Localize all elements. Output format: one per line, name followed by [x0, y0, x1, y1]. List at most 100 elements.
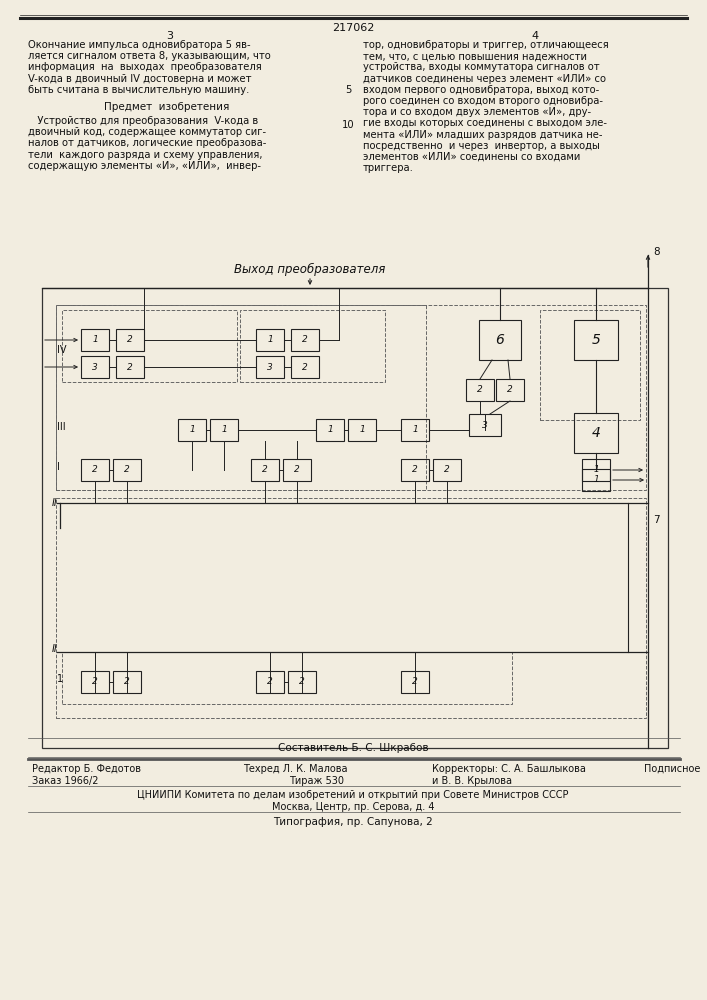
- Text: Окончание импульса одновибратора 5 яв-: Окончание импульса одновибратора 5 яв-: [28, 40, 250, 50]
- Text: 2: 2: [294, 466, 300, 475]
- Text: информация  на  выходах  преобразователя: информация на выходах преобразователя: [28, 62, 262, 72]
- Text: 1: 1: [189, 426, 195, 434]
- Bar: [574, 413, 618, 453]
- Text: 3: 3: [92, 362, 98, 371]
- Text: 2: 2: [412, 678, 418, 686]
- Bar: [62, 310, 237, 382]
- Text: II: II: [52, 644, 58, 654]
- Text: 5: 5: [345, 85, 351, 95]
- Text: 2: 2: [302, 336, 308, 344]
- Text: 7: 7: [653, 515, 660, 525]
- Text: V-кода в двоичный IV достоверна и может: V-кода в двоичный IV достоверна и может: [28, 74, 252, 84]
- Text: устройства, входы коммутатора сигналов от: устройства, входы коммутатора сигналов о…: [363, 62, 600, 72]
- Text: 2: 2: [127, 336, 133, 344]
- Text: входом первого одновибратора, выход кото-: входом первого одновибратора, выход кото…: [363, 85, 600, 95]
- Text: мента «ИЛИ» младших разрядов датчика не-: мента «ИЛИ» младших разрядов датчика не-: [363, 130, 602, 140]
- Text: 1: 1: [327, 426, 333, 434]
- Text: налов от датчиков, логические преобразова-: налов от датчиков, логические преобразов…: [28, 138, 267, 148]
- Text: гие входы которых соединены с выходом эле-: гие входы которых соединены с выходом эл…: [363, 118, 607, 128]
- Text: 2: 2: [299, 678, 305, 686]
- Text: Москва, Центр, пр. Серова, д. 4: Москва, Центр, пр. Серова, д. 4: [271, 802, 434, 812]
- Text: I: I: [57, 462, 60, 472]
- Text: Техред Л. К. Малова: Техред Л. К. Малова: [243, 764, 348, 774]
- Text: Предмет  изобретения: Предмет изобретения: [105, 102, 230, 112]
- Text: 3: 3: [482, 420, 488, 430]
- Text: 1: 1: [593, 476, 599, 485]
- Bar: [288, 671, 316, 693]
- Text: 1: 1: [412, 426, 418, 434]
- Bar: [401, 459, 429, 481]
- Bar: [81, 459, 109, 481]
- Text: 1: 1: [593, 466, 599, 475]
- Text: 2: 2: [124, 466, 130, 475]
- Text: 1: 1: [221, 426, 227, 434]
- Text: 5: 5: [592, 333, 600, 347]
- Text: Редактор Б. Федотов: Редактор Б. Федотов: [32, 764, 141, 774]
- Bar: [81, 671, 109, 693]
- Text: Подписное: Подписное: [644, 764, 701, 774]
- Text: быть считана в вычислительную машину.: быть считана в вычислительную машину.: [28, 85, 250, 95]
- Bar: [469, 414, 501, 436]
- Text: 6: 6: [496, 333, 504, 347]
- Bar: [116, 329, 144, 351]
- Text: 2: 2: [92, 466, 98, 475]
- Text: Типография, пр. Сапунова, 2: Типография, пр. Сапунова, 2: [273, 817, 433, 827]
- Text: 3: 3: [267, 362, 273, 371]
- Text: 2: 2: [127, 362, 133, 371]
- Text: рого соединен со входом второго одновибра-: рого соединен со входом второго одновибр…: [363, 96, 603, 106]
- Bar: [256, 356, 284, 378]
- Bar: [62, 652, 512, 704]
- Text: элементов «ИЛИ» соединены со входами: элементов «ИЛИ» соединены со входами: [363, 152, 580, 162]
- Text: и В. В. Крылова: и В. В. Крылова: [432, 776, 512, 786]
- Text: 3: 3: [167, 31, 173, 41]
- Bar: [116, 356, 144, 378]
- Bar: [56, 305, 646, 490]
- Text: III: III: [57, 422, 66, 432]
- Bar: [291, 329, 319, 351]
- Bar: [81, 356, 109, 378]
- Text: Выход преобразователя: Выход преобразователя: [234, 263, 386, 276]
- Text: тели  каждого разряда и схему управления,: тели каждого разряда и схему управления,: [28, 150, 262, 160]
- Text: ляется сигналом ответа 8, указывающим, что: ляется сигналом ответа 8, указывающим, ч…: [28, 51, 271, 61]
- Bar: [291, 356, 319, 378]
- Text: триггера.: триггера.: [363, 163, 414, 173]
- Bar: [574, 320, 618, 360]
- Text: 2: 2: [124, 678, 130, 686]
- Text: Устройство для преобразования  V-кода в: Устройство для преобразования V-кода в: [28, 116, 258, 126]
- Text: Составитель Б. С. Шкрабов: Составитель Б. С. Шкрабов: [278, 743, 428, 753]
- Bar: [582, 469, 610, 491]
- Text: 217062: 217062: [332, 23, 374, 33]
- Text: Корректоры: С. А. Башлыкова: Корректоры: С. А. Башлыкова: [432, 764, 586, 774]
- Text: 4: 4: [592, 426, 600, 440]
- Bar: [210, 419, 238, 441]
- Text: тор, одновибраторы и триггер, отличающееся: тор, одновибраторы и триггер, отличающее…: [363, 40, 609, 50]
- Text: 2: 2: [507, 385, 513, 394]
- Bar: [240, 310, 385, 382]
- Text: 2: 2: [444, 466, 450, 475]
- Text: датчиков соединены через элемент «ИЛИ» со: датчиков соединены через элемент «ИЛИ» с…: [363, 74, 606, 84]
- Bar: [256, 671, 284, 693]
- Bar: [401, 671, 429, 693]
- Text: 8: 8: [653, 247, 660, 257]
- Text: 2: 2: [412, 466, 418, 475]
- Text: 2: 2: [262, 466, 268, 475]
- Text: 4: 4: [532, 31, 539, 41]
- Text: содержащую элементы «И», «ИЛИ»,  инвер-: содержащую элементы «И», «ИЛИ», инвер-: [28, 161, 261, 171]
- Bar: [540, 310, 640, 420]
- Text: 1: 1: [57, 674, 63, 684]
- Bar: [113, 671, 141, 693]
- Text: 1: 1: [359, 426, 365, 434]
- Bar: [251, 459, 279, 481]
- Bar: [56, 498, 646, 718]
- Text: 2: 2: [302, 362, 308, 371]
- Bar: [56, 305, 426, 490]
- Text: 2: 2: [92, 678, 98, 686]
- Bar: [401, 419, 429, 441]
- Text: 2: 2: [267, 678, 273, 686]
- Bar: [479, 320, 521, 360]
- Text: тем, что, с целью повышения надежности: тем, что, с целью повышения надежности: [363, 51, 587, 61]
- Text: двоичный код, содержащее коммутатор сиг-: двоичный код, содержащее коммутатор сиг-: [28, 127, 266, 137]
- Bar: [81, 329, 109, 351]
- Bar: [466, 379, 494, 401]
- Text: посредственно  и через  инвертор, а выходы: посредственно и через инвертор, а выходы: [363, 141, 600, 151]
